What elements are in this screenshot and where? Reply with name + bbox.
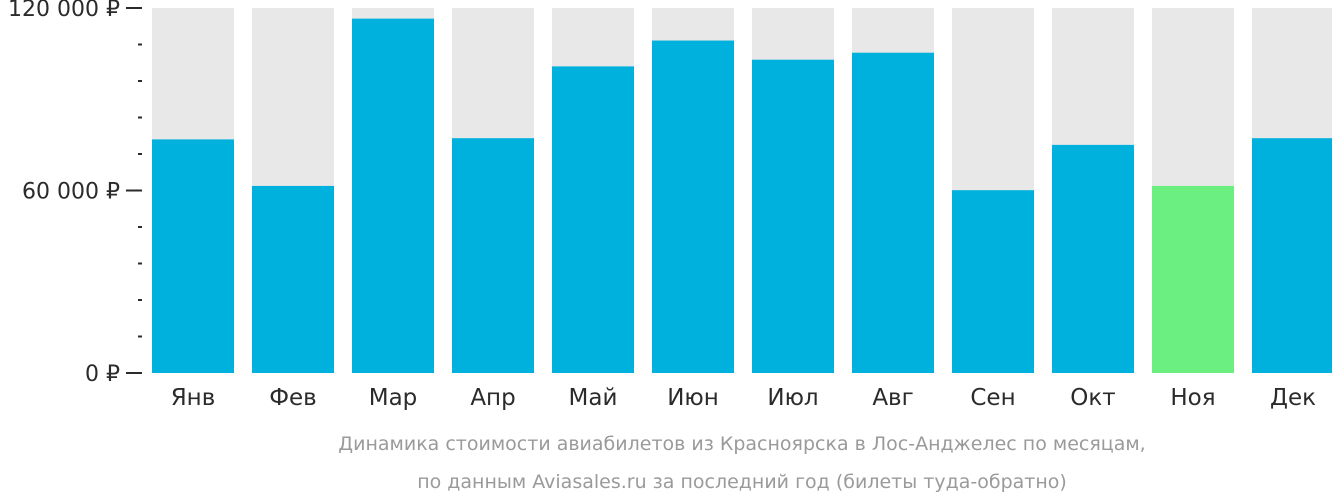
bar-7: [752, 59, 834, 373]
x-tick-label: Фев: [269, 385, 317, 411]
x-tick-label: Дек: [1270, 385, 1316, 411]
caption-line-2: по данным Aviasales.ru за последний год …: [417, 471, 1067, 493]
bar-9: [952, 190, 1034, 373]
bars: [152, 18, 1332, 374]
bar-5: [552, 66, 634, 374]
x-tick-label: Июл: [767, 385, 818, 411]
x-tick-label: Авг: [872, 385, 913, 411]
x-tick-label: Апр: [470, 385, 515, 411]
bar-12: [1252, 138, 1332, 373]
bar-11: [1152, 185, 1234, 373]
x-axis-labels: Янв Фев Мар Апр Май Июн Июл Авг Сен Окт Ноя Дек: [171, 385, 1316, 411]
x-tick-label: Мар: [369, 385, 418, 411]
x-tick-label: Окт: [1070, 385, 1115, 411]
x-tick-label: Янв: [171, 385, 216, 411]
x-tick-label: Сен: [970, 385, 1015, 411]
bar-3: [352, 18, 434, 373]
caption-line-1: Динамика стоимости авиабилетов из Красно…: [338, 433, 1145, 455]
x-tick-label: Ноя: [1170, 385, 1215, 411]
y-axis: 0 ₽ 60 000 ₽ 120 000 ₽: [8, 0, 142, 387]
bar-4: [452, 138, 534, 373]
y-tick-label: 60 000 ₽: [22, 180, 120, 205]
bar-8: [852, 52, 934, 374]
y-tick-label: 120 000 ₽: [8, 0, 120, 22]
y-tick-label: 0 ₽: [85, 362, 120, 387]
x-tick-label: Июн: [667, 385, 719, 411]
bar-10: [1052, 144, 1134, 373]
bar-2: [252, 185, 334, 373]
chart-caption: Динамика стоимости авиабилетов из Красно…: [338, 433, 1145, 493]
x-tick-label: Май: [569, 385, 618, 411]
bar-6: [652, 40, 734, 373]
bar-1: [152, 139, 234, 373]
